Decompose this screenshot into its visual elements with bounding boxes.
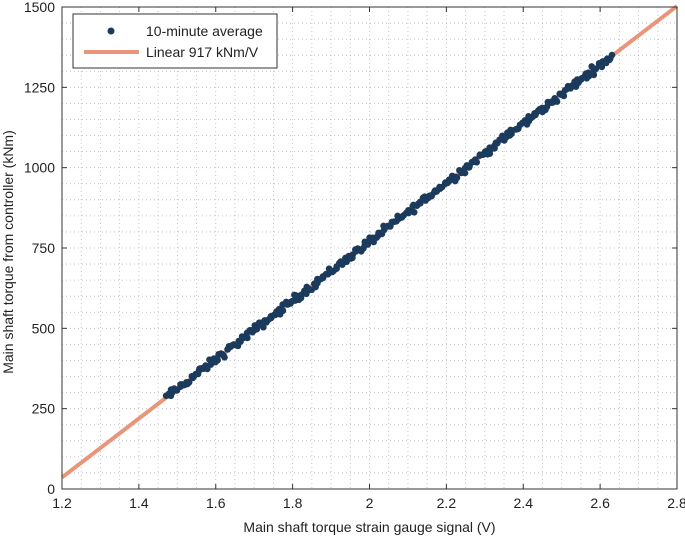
data-point xyxy=(185,378,193,386)
data-point xyxy=(279,307,287,315)
data-point xyxy=(473,158,481,166)
data-point xyxy=(608,51,616,59)
x-tick-label: 2.4 xyxy=(514,495,534,511)
x-tick-label: 2.2 xyxy=(437,495,457,511)
data-point xyxy=(214,356,221,364)
data-point xyxy=(461,169,469,177)
x-tick-label: 1.4 xyxy=(129,495,149,511)
legend-box xyxy=(72,13,278,69)
data-point xyxy=(446,177,453,185)
grid-lines xyxy=(62,7,677,489)
x-axis-ticks: 1.2 1.4 1.6 1.8 2 2.2 2.4 2.6 2.8 xyxy=(52,7,685,511)
data-point xyxy=(410,208,418,216)
data-point xyxy=(560,92,568,100)
y-tick-label: 250 xyxy=(32,401,56,417)
x-tick-label: 2.8 xyxy=(667,495,685,511)
x-tick-label: 1.8 xyxy=(283,495,303,511)
data-point xyxy=(221,354,228,361)
y-tick-label: 750 xyxy=(32,240,56,256)
legend-label-line: Linear 917 kNm/V xyxy=(146,44,259,60)
data-point xyxy=(333,265,340,273)
data-point xyxy=(590,71,598,79)
data-point xyxy=(491,145,498,152)
data-points-layer xyxy=(162,51,616,400)
x-tick-label: 2.6 xyxy=(590,495,610,511)
legend-marker-points xyxy=(107,27,115,35)
legend: 10-minute average Linear 917 kNm/V xyxy=(72,13,278,69)
y-tick-label: 1500 xyxy=(24,0,55,15)
data-point xyxy=(453,174,461,182)
legend-label-points: 10-minute average xyxy=(146,23,263,39)
data-point xyxy=(244,334,251,342)
x-tick-label: 1.2 xyxy=(52,495,72,511)
x-tick-label: 1.6 xyxy=(206,495,226,511)
y-axis-label: Main shaft torque from controller (kNm) xyxy=(0,130,16,374)
x-tick-label: 2 xyxy=(366,495,374,511)
y-tick-label: 1250 xyxy=(24,79,55,95)
data-point xyxy=(553,98,561,105)
data-point xyxy=(465,164,473,171)
y-tick-label: 0 xyxy=(47,481,55,497)
x-axis-label: Main shaft torque strain gauge signal (V… xyxy=(243,519,495,535)
y-tick-label: 1000 xyxy=(24,160,55,176)
y-axis-ticks: 0 250 500 750 1000 1250 1500 xyxy=(24,0,677,497)
y-tick-label: 500 xyxy=(32,320,56,336)
